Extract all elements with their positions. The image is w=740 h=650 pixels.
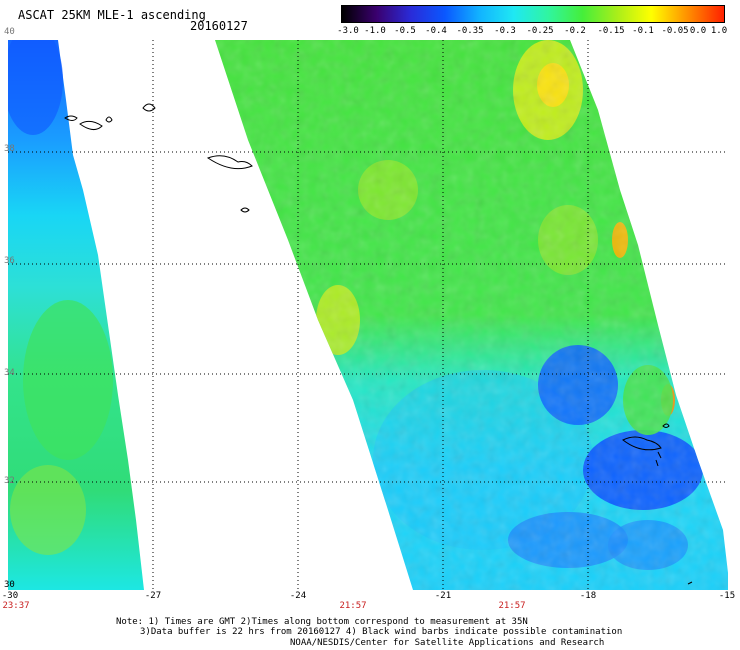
lon-label: -21: [434, 591, 452, 601]
colorbar-label: -3.0: [337, 26, 359, 36]
colorbar-label: 0.0: [689, 26, 707, 36]
coast-fragment: [687, 581, 693, 585]
footer-note: 3)Data buffer is 22 hrs from 20160127 4)…: [140, 627, 623, 637]
azores-island: [105, 116, 113, 123]
left-swath-green-patch: [23, 300, 113, 460]
lon-label: -27: [144, 591, 162, 601]
colorbar-label: -0.4: [425, 26, 447, 36]
pass-time-label: 21:57: [339, 601, 367, 611]
left-swath-green-patch: [10, 465, 86, 555]
colorbar-label: 1.0: [710, 26, 728, 36]
image-title: ASCAT 25KM MLE-1 ascending: [18, 8, 206, 22]
lat-label: 40: [4, 27, 15, 37]
colorbar-labels: -3.0 -1.0 -0.5 -0.4 -0.35 -0.3 -0.25 -0.…: [330, 26, 740, 38]
image-date: 20160127: [190, 19, 248, 33]
lat-label: 34: [4, 368, 15, 378]
wind-map: [8, 40, 728, 590]
pass-time-label: 23:37: [2, 601, 30, 611]
azores-island: [142, 103, 156, 112]
azores-island: [206, 155, 253, 170]
azores-island: [240, 207, 250, 213]
lat-label: 30: [4, 580, 15, 590]
colorbar-label: -0.05: [661, 26, 689, 36]
colorbar-label: -1.0: [364, 26, 386, 36]
azores-island: [79, 120, 103, 130]
lon-label: -15: [718, 591, 736, 601]
coastlines: [64, 103, 693, 585]
footer-credit: NOAA/NESDIS/Center for Satellite Applica…: [290, 638, 605, 648]
madeira-island: [622, 436, 662, 451]
porto-santo-island: [662, 423, 670, 428]
lat-label: 32: [4, 476, 15, 486]
main-swath-texture: [215, 40, 728, 590]
pass-time-label: 21:57: [498, 601, 526, 611]
lon-label: -24: [289, 591, 307, 601]
colorbar-label: -0.15: [597, 26, 625, 36]
main-swath: [215, 40, 728, 590]
colorbar-label: -0.5: [394, 26, 416, 36]
azores-island: [64, 115, 78, 121]
footer-note: Note: 1) Times are GMT 2)Times along bot…: [116, 617, 528, 627]
colorbar-label: -0.35: [456, 26, 484, 36]
colorbar-label: -0.25: [526, 26, 554, 36]
madeira-island: [655, 451, 662, 467]
lat-label: 38: [4, 144, 15, 154]
colorbar-label: -0.2: [564, 26, 586, 36]
colorbar-label: -0.1: [632, 26, 654, 36]
latlon-grid: [8, 40, 728, 590]
left-swath: [8, 40, 144, 590]
colorbar-label: -0.3: [494, 26, 516, 36]
lon-label: -18: [579, 591, 597, 601]
lat-label: 36: [4, 256, 15, 266]
lon-label: -30: [1, 591, 19, 601]
left-swath-blue-patch: [8, 40, 63, 135]
colorbar: [341, 5, 725, 23]
